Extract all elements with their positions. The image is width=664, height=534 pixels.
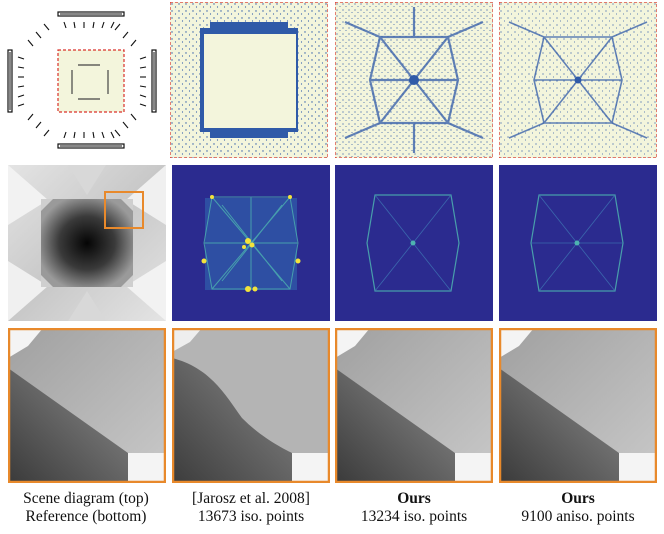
zoom-crop-ours-aniso	[499, 328, 657, 483]
reference-render	[8, 165, 166, 321]
caption-scene-reference: Scene diagram (top) Reference (bottom)	[0, 490, 172, 526]
caption-line2: 13673 iso. points	[197, 508, 305, 525]
caption-line1: Ours	[397, 490, 431, 507]
caption-jarosz: [Jarosz et al. 2008] 13673 iso. points	[166, 490, 336, 526]
error-heatmap-ours-iso	[335, 165, 493, 321]
points-panel-ours-aniso	[499, 2, 657, 158]
caption-line2: Reference (bottom)	[25, 508, 147, 525]
caption-line2: 13234 iso. points	[360, 508, 468, 525]
caption-ours-aniso: Ours 9100 aniso. points	[496, 490, 660, 526]
caption-line2: 9100 aniso. points	[521, 508, 635, 525]
zoom-crop-jarosz	[172, 328, 330, 483]
error-heatmap-jarosz	[172, 165, 330, 321]
caption-line1: Ours	[561, 490, 595, 507]
caption-line1: [Jarosz et al. 2008]	[192, 490, 310, 507]
zoom-highlight-box	[104, 191, 144, 229]
caption-line1: Scene diagram (top)	[23, 490, 149, 507]
caption-ours-iso: Ours 13234 iso. points	[332, 490, 496, 526]
points-panel-ours-iso	[335, 2, 493, 158]
error-heatmap-ours-aniso	[499, 165, 657, 321]
zoom-crop-reference	[8, 328, 166, 483]
points-panel-jarosz	[170, 2, 328, 158]
scene-diagram	[2, 2, 164, 160]
zoom-crop-ours-iso	[335, 328, 493, 483]
